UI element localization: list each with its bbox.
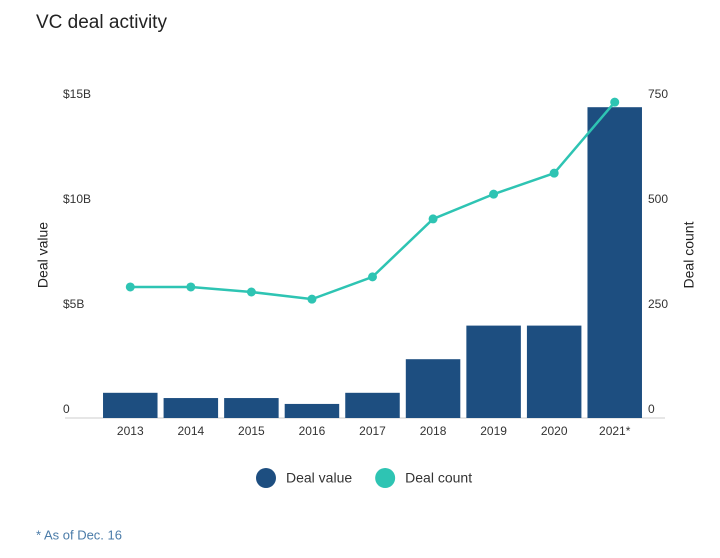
bar [103,392,158,418]
y2-tick-label: 250 [648,297,668,311]
bar [526,325,582,418]
y-tick-label: $15B [63,87,91,101]
x-tick-label: 2013 [117,424,144,438]
point [489,189,499,199]
point [125,282,135,292]
point [368,272,377,282]
bar [224,398,279,418]
point [610,97,620,107]
x-tick-label: 2017 [359,424,386,438]
bar [587,107,642,418]
y2-tick-label: 500 [648,192,668,206]
x-tick-label: 2015 [238,424,265,438]
x-tick-label: 2020 [541,424,568,438]
y-tick-label: 0 [63,402,70,416]
y2-tick-label: 750 [648,87,668,101]
point [428,214,438,224]
y-axis-title: Deal value [35,222,51,288]
y2-axis-title: Deal count [681,221,697,288]
legend-swatch [256,468,276,488]
x-tick-label: 2016 [299,424,326,438]
bar [345,392,400,418]
legend-swatch [375,468,396,488]
point [549,168,559,178]
y-tick-label: $5B [63,297,84,311]
x-tick-label: 2018 [420,424,447,438]
x-tick-label: 2014 [177,424,204,438]
bar [163,398,219,418]
y-tick-label: $10B [63,192,91,206]
footnote: * As of Dec. 16 [36,527,122,542]
x-tick-label: 2021* [599,424,631,438]
point [307,294,317,304]
legend-label: Deal value [286,470,352,486]
point [246,287,256,297]
legend-label: Deal count [405,470,472,486]
chart-title: VC deal activity [36,12,167,33]
point [186,282,196,292]
bar [284,403,340,418]
line [130,101,616,301]
bar [405,359,461,418]
bar [466,325,521,418]
y2-tick-label: 0 [648,402,655,416]
x-tick-label: 2019 [480,424,507,438]
